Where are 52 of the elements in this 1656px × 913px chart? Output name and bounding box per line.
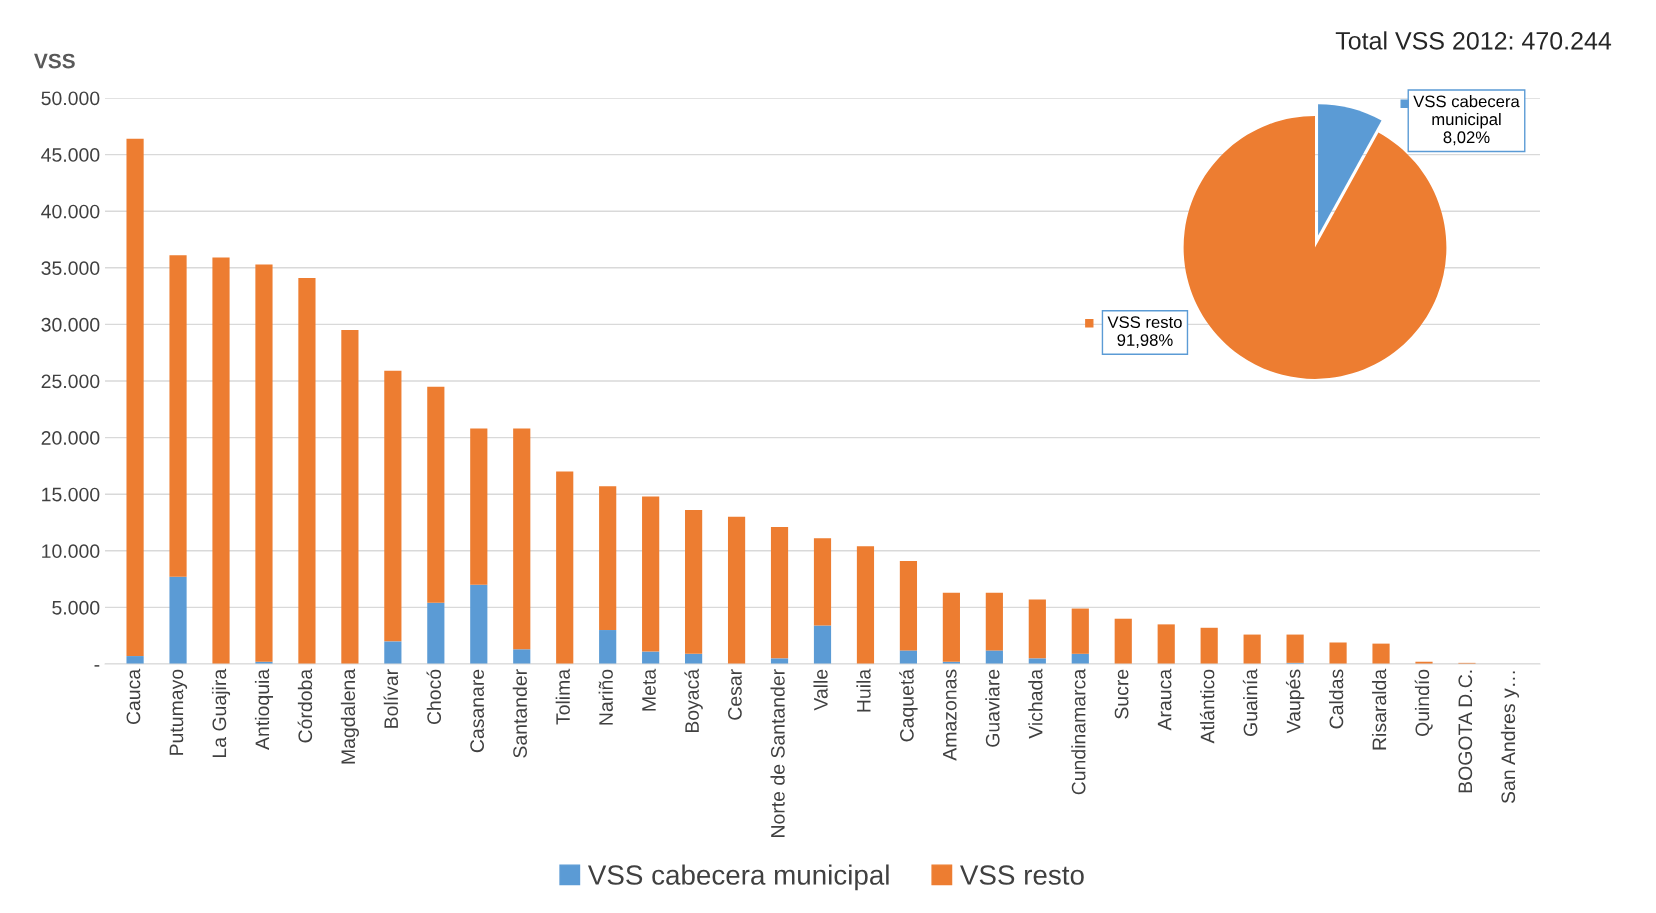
x-tick-label: Guaviare <box>985 669 1000 747</box>
y-tick-label: 40.000 <box>41 204 100 219</box>
y-axis-title: VSS <box>34 53 75 69</box>
y-tick-label: 30.000 <box>41 317 100 332</box>
x-tick-label: Vichada <box>1028 668 1043 739</box>
x-tick-label: Meta <box>642 668 656 711</box>
x-tick-label: Nariño <box>598 669 613 725</box>
y-tick-label: 45.000 <box>41 148 100 162</box>
y-tick-label: - <box>94 665 100 667</box>
legend-label: VSS cabecera municipal <box>1413 95 1520 129</box>
x-tick-label: Tolima <box>555 668 570 725</box>
x-tick-label: Guainía <box>1242 668 1258 736</box>
x-tick-label: Cundinamarca <box>1071 668 1086 795</box>
y-tick-label: 20.000 <box>41 431 100 445</box>
y-tick-label: 15.000 <box>42 487 100 502</box>
x-tick-label: Santander <box>512 669 527 758</box>
y-tick-label: 35.000 <box>41 261 100 276</box>
x-tick-label: Norte de Santander <box>770 669 785 837</box>
x-tick-label: Bolívar <box>383 669 399 728</box>
chart-title: Total VSS 2012: 470.244 <box>1335 31 1612 50</box>
x-tick-label: Magdalena <box>340 668 359 764</box>
x-tick-label: Caldas <box>1329 669 1344 729</box>
x-tick-label: La Guajira <box>211 668 231 757</box>
x-tick-label: Putumayo <box>169 669 188 755</box>
legend-label: VSS resto <box>960 865 1084 885</box>
x-tick-label: Cauca <box>126 668 141 725</box>
x-tick-label: Cesar <box>728 669 742 720</box>
data-label: 8,02% <box>1443 131 1490 146</box>
x-tick-label: Caquetá <box>899 668 918 742</box>
x-tick-label: Valle <box>813 669 828 711</box>
y-tick-label: 10.000 <box>42 544 100 559</box>
x-tick-label: Atlántico <box>1199 669 1215 744</box>
data-label: 91,98% <box>1117 334 1173 348</box>
y-tick-label: 25.000 <box>41 374 100 389</box>
x-tick-label: Casanare <box>470 669 485 753</box>
x-tick-label: Amazonas <box>943 669 957 761</box>
x-tick-label: Arauca <box>1157 668 1172 731</box>
x-tick-label: Sucre <box>1114 669 1129 719</box>
x-tick-label: Quindío <box>1414 669 1433 737</box>
legend-label: VSS resto <box>1107 316 1182 329</box>
x-tick-label: San Andres y… <box>1500 671 1519 804</box>
x-tick-label: Antioquia <box>254 668 274 750</box>
x-tick-label: BOGOTA D.C. <box>1458 670 1473 793</box>
x-tick-label: Chocó <box>426 669 442 725</box>
y-tick-label: 50.000 <box>41 91 100 106</box>
x-tick-label: Córdoba <box>297 668 313 743</box>
y-tick-label: 5.000 <box>52 600 100 615</box>
x-tick-label: Risaralda <box>1371 668 1387 750</box>
x-tick-label: Boyacá <box>684 668 703 733</box>
x-tick-label: Huila <box>856 668 871 712</box>
x-tick-label: Vaupés <box>1285 669 1305 734</box>
legend-label: VSS cabecera municipal <box>587 864 889 891</box>
